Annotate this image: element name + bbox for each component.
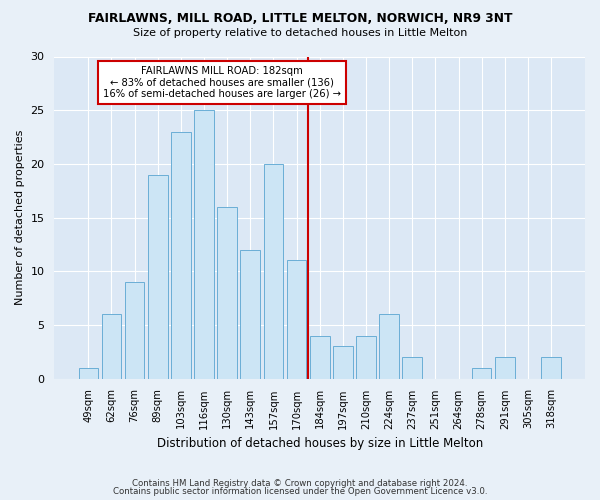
Bar xyxy=(356,336,376,378)
Bar xyxy=(194,110,214,378)
Bar xyxy=(379,314,399,378)
Bar xyxy=(495,357,515,378)
Y-axis label: Number of detached properties: Number of detached properties xyxy=(15,130,25,305)
Bar xyxy=(241,250,260,378)
Text: FAIRLAWNS, MILL ROAD, LITTLE MELTON, NORWICH, NR9 3NT: FAIRLAWNS, MILL ROAD, LITTLE MELTON, NOR… xyxy=(88,12,512,26)
Bar xyxy=(148,174,167,378)
Bar xyxy=(310,336,329,378)
Text: Size of property relative to detached houses in Little Melton: Size of property relative to detached ho… xyxy=(133,28,467,38)
Bar xyxy=(333,346,353,378)
Bar xyxy=(287,260,307,378)
Text: Contains public sector information licensed under the Open Government Licence v3: Contains public sector information licen… xyxy=(113,487,487,496)
Bar xyxy=(472,368,491,378)
Bar xyxy=(403,357,422,378)
Bar xyxy=(217,207,237,378)
Text: FAIRLAWNS MILL ROAD: 182sqm
← 83% of detached houses are smaller (136)
16% of se: FAIRLAWNS MILL ROAD: 182sqm ← 83% of det… xyxy=(103,66,341,100)
Bar xyxy=(541,357,561,378)
Bar xyxy=(263,164,283,378)
Bar xyxy=(101,314,121,378)
Bar xyxy=(79,368,98,378)
Bar xyxy=(125,282,145,378)
Text: Contains HM Land Registry data © Crown copyright and database right 2024.: Contains HM Land Registry data © Crown c… xyxy=(132,478,468,488)
Bar xyxy=(171,132,191,378)
X-axis label: Distribution of detached houses by size in Little Melton: Distribution of detached houses by size … xyxy=(157,437,483,450)
